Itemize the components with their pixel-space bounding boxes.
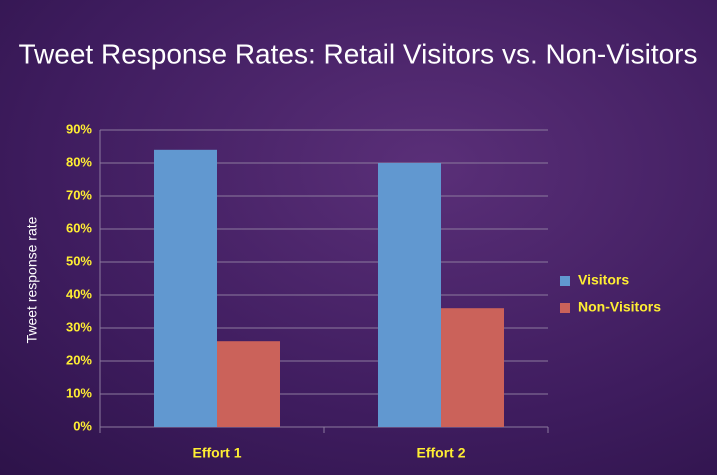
legend-swatch bbox=[560, 303, 570, 313]
y-tick-label: 0% bbox=[73, 418, 92, 433]
bar bbox=[217, 341, 280, 427]
y-tick-label: 20% bbox=[66, 352, 92, 367]
y-tick-label: 30% bbox=[66, 319, 92, 334]
bar bbox=[154, 149, 217, 428]
x-tick-label: Effort 1 bbox=[193, 445, 242, 461]
bar bbox=[441, 308, 504, 427]
y-tick-label: 10% bbox=[66, 385, 92, 400]
y-tick-label: 60% bbox=[66, 220, 92, 235]
y-tick-label: 40% bbox=[66, 286, 92, 301]
y-tick-label: 90% bbox=[66, 121, 92, 136]
y-tick-label: 70% bbox=[66, 187, 92, 202]
legend-swatch bbox=[560, 276, 570, 286]
y-axis-label: Tweet response rate bbox=[24, 216, 40, 343]
y-tick-label: 80% bbox=[66, 154, 92, 169]
chart-title: Tweet Response Rates: Retail Visitors vs… bbox=[18, 38, 697, 69]
y-tick-label: 50% bbox=[66, 253, 92, 268]
x-tick-label: Effort 2 bbox=[417, 445, 466, 461]
bar bbox=[378, 163, 441, 427]
legend-label: Non-Visitors bbox=[578, 299, 661, 315]
legend-label: Visitors bbox=[578, 272, 629, 288]
